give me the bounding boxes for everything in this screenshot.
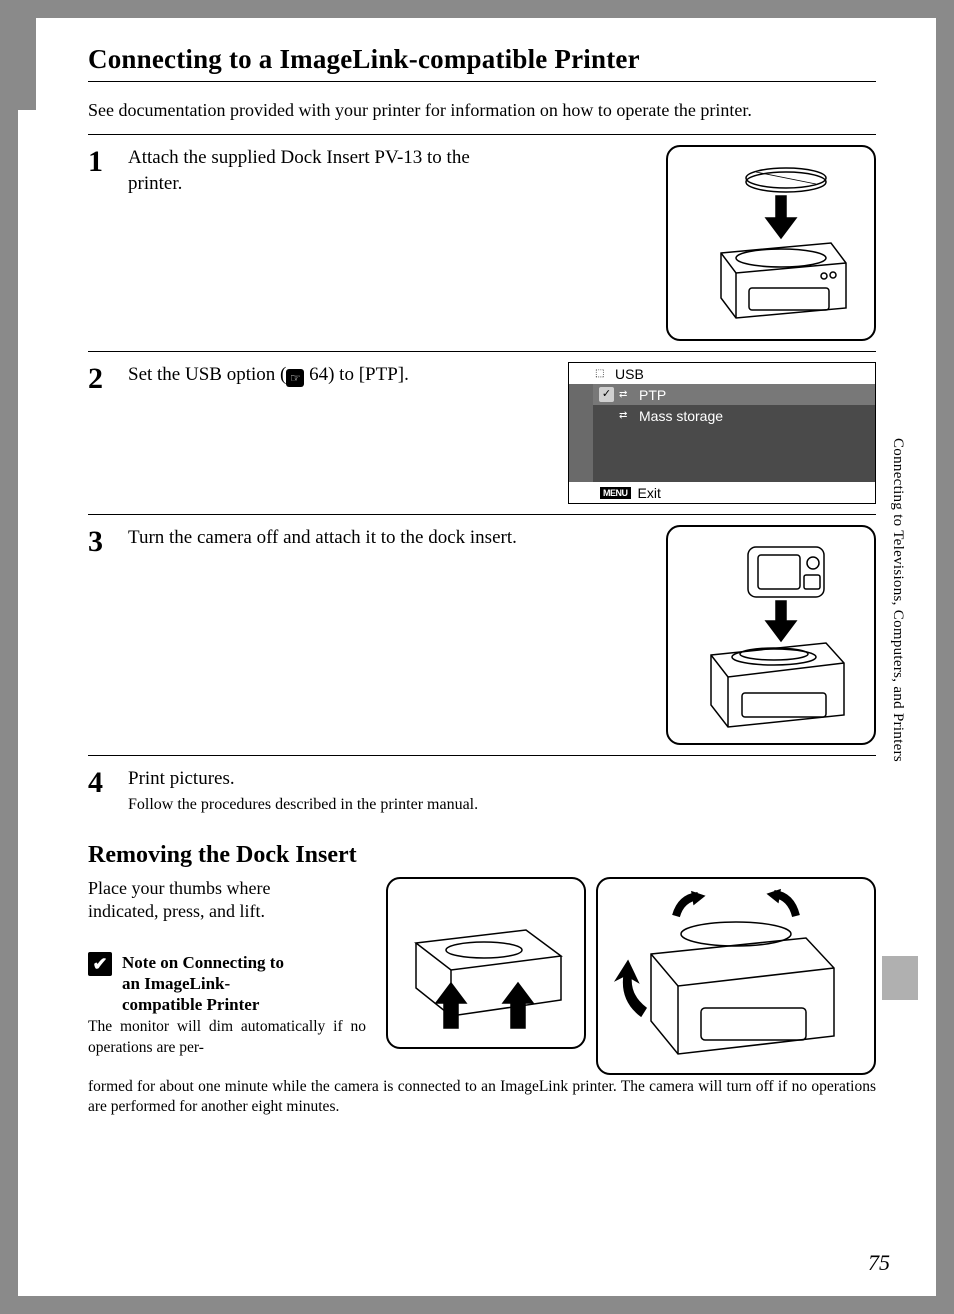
ptp-icon: ⇄ [619, 389, 633, 401]
note-title: Note on Connecting to an ImageLink-compa… [122, 952, 302, 1016]
lift-dock-illustration [596, 877, 876, 1075]
steps-list: 1 Attach the supplied Dock Insert PV-13 … [88, 134, 876, 824]
step-text: Print pictures. [128, 766, 868, 792]
step-2: 2 Set the USB option (☞ 64) to [PTP]. ⬚ … [88, 351, 876, 514]
title-gray-spine [0, 18, 36, 110]
menu-footer: MENU Exit [569, 482, 875, 503]
side-chapter-label: Connecting to Televisions, Computers, an… [889, 438, 906, 762]
step-number: 1 [88, 145, 128, 177]
title-row: Connecting to a ImageLink-compatible Pri… [88, 44, 876, 82]
arrow-curve-left-icon [616, 961, 646, 1016]
removing-figures [386, 877, 876, 1075]
thumb-press-illustration [386, 877, 586, 1049]
step-text: Attach the supplied Dock Insert PV-13 to… [128, 145, 518, 196]
step-4: 4 Print pictures. Follow the procedures … [88, 755, 876, 824]
menu-header: ⬚ USB [569, 363, 875, 384]
step-text: Set the USB option (☞ 64) to [PTP]. [128, 362, 518, 388]
removing-heading: Removing the Dock Insert [88, 842, 876, 869]
step-text: Turn the camera off and attach it to the… [128, 525, 518, 551]
removing-section: Place your thumbs where indicated, press… [88, 877, 876, 1075]
step-subtext: Follow the procedures described in the p… [128, 796, 868, 814]
printer-lift-icon [651, 922, 834, 1054]
camera-dock-illustration [666, 525, 876, 745]
dock-insert-illustration [666, 145, 876, 341]
menu-item-mass-storage: ⇄ Mass storage [593, 405, 875, 426]
step-number: 2 [88, 362, 128, 394]
menu-badge: MENU [599, 486, 632, 500]
manual-page: Connecting to a ImageLink-compatible Pri… [18, 18, 936, 1296]
page-number: 75 [868, 1250, 890, 1276]
usb-icon: ⬚ [595, 368, 609, 380]
note-block: ✔ Note on Connecting to an ImageLink-com… [88, 952, 366, 1058]
step-figure [666, 525, 876, 745]
printer-with-dock-icon [711, 643, 844, 727]
removing-text: Place your thumbs where indicated, press… [88, 877, 328, 924]
dock-insert-icon [746, 168, 826, 192]
step-figure: ⬚ USB ⇄ PTP ⇄ Mass storage MENU Exit [568, 362, 876, 504]
check-icon: ✔ [88, 952, 112, 976]
note-body-pre: The monitor will dim automatically if no… [88, 1017, 366, 1057]
printer-icon [721, 243, 846, 318]
menu-sidebar [569, 384, 593, 482]
note-body-full: formed for about one minute while the ca… [88, 1077, 876, 1117]
step-figure [666, 145, 876, 341]
step-3: 3 Turn the camera off and attach it to t… [88, 514, 876, 755]
intro-text: See documentation provided with your pri… [88, 98, 876, 122]
arrow-up-icon [503, 983, 533, 1028]
usb-menu-screenshot: ⬚ USB ⇄ PTP ⇄ Mass storage MENU Exit [568, 362, 876, 504]
side-tab [882, 956, 918, 1000]
mass-storage-icon: ⇄ [619, 410, 633, 422]
menu-item-ptp: ⇄ PTP [593, 384, 875, 405]
step-number: 3 [88, 525, 128, 557]
step-number: 4 [88, 766, 128, 798]
page-title: Connecting to a ImageLink-compatible Pri… [88, 44, 876, 75]
camera-icon [748, 547, 824, 597]
arrow-up-icon [436, 983, 466, 1028]
step-1: 1 Attach the supplied Dock Insert PV-13 … [88, 134, 876, 351]
page-ref-icon: ☞ [286, 369, 304, 387]
